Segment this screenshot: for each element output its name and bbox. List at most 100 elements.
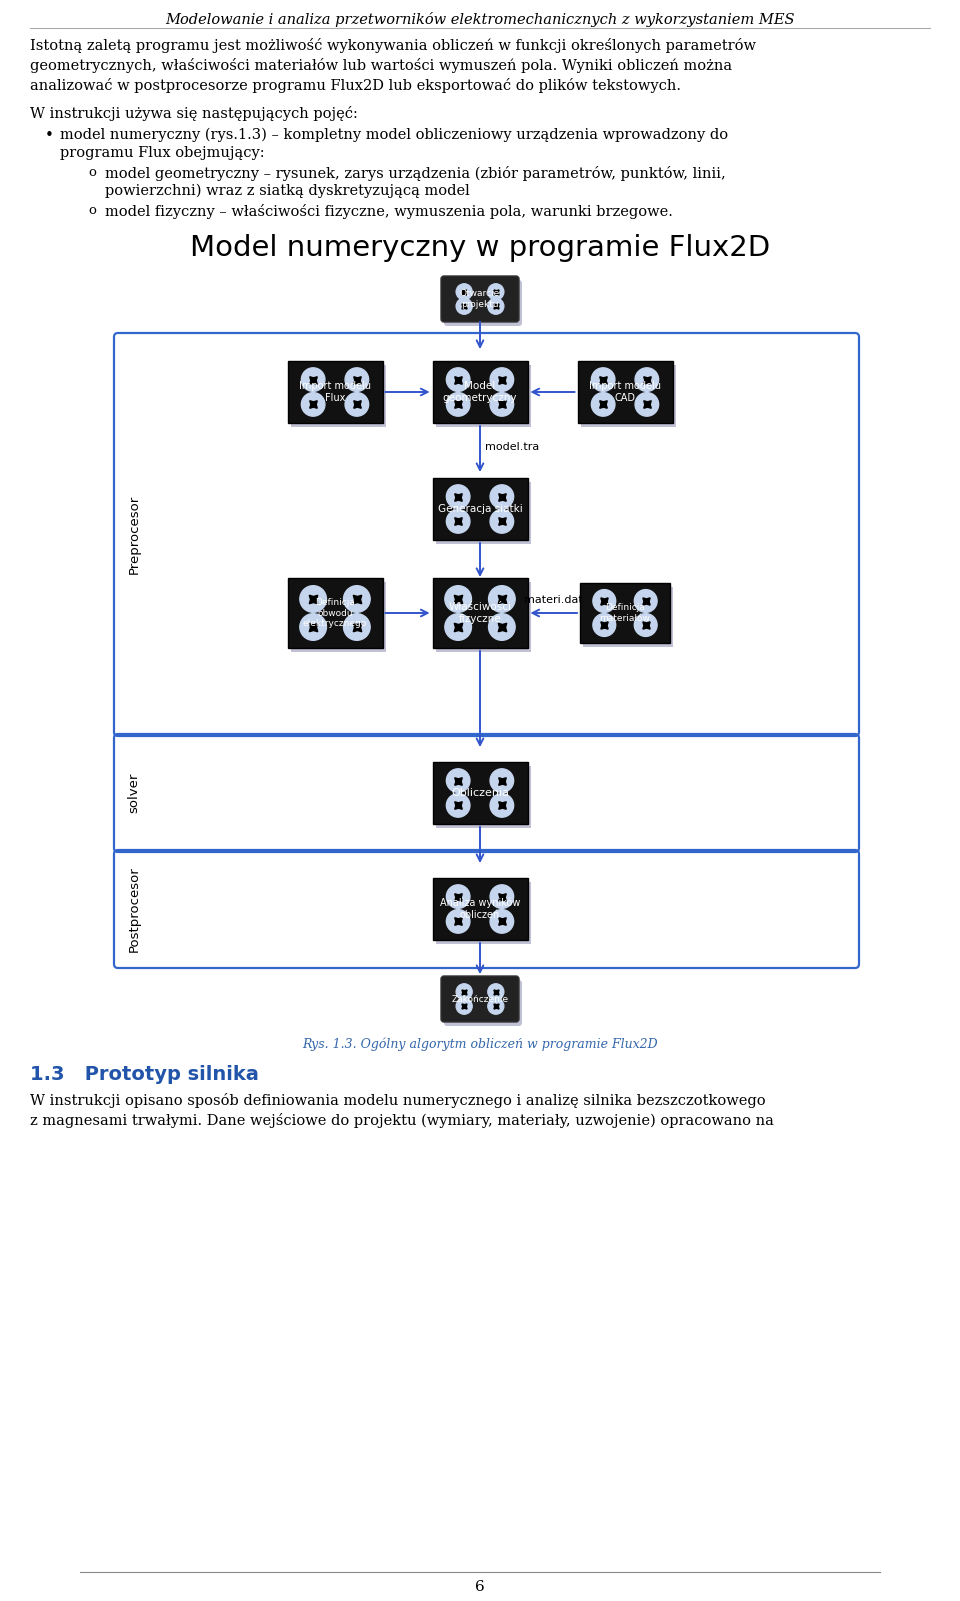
Text: Definicja
materiałów: Definicja materiałów xyxy=(600,604,651,623)
Text: Modelowanie i analiza przetworników elektromechanicznych z wykorzystaniem MES: Modelowanie i analiza przetworników elek… xyxy=(165,11,795,27)
FancyBboxPatch shape xyxy=(291,365,386,427)
Text: Definicja
obwodu
elektrycznego: Definicja obwodu elektrycznego xyxy=(302,599,367,628)
Circle shape xyxy=(300,613,326,640)
Circle shape xyxy=(490,509,514,533)
FancyBboxPatch shape xyxy=(287,578,382,648)
Circle shape xyxy=(489,586,516,612)
Text: o: o xyxy=(88,167,96,179)
Circle shape xyxy=(490,392,514,416)
Circle shape xyxy=(488,298,504,314)
Text: 6: 6 xyxy=(475,1580,485,1595)
FancyBboxPatch shape xyxy=(583,588,673,647)
Text: materi.dat: materi.dat xyxy=(524,596,583,605)
Circle shape xyxy=(456,997,472,1013)
Text: Rys. 1.3. Ogólny algorytm obliczeń w programie Flux2D: Rys. 1.3. Ogólny algorytm obliczeń w pro… xyxy=(302,1037,658,1050)
Circle shape xyxy=(593,613,615,637)
Circle shape xyxy=(301,392,324,416)
Circle shape xyxy=(636,368,659,391)
FancyBboxPatch shape xyxy=(436,882,531,945)
Circle shape xyxy=(444,613,471,640)
FancyBboxPatch shape xyxy=(436,765,531,828)
Circle shape xyxy=(344,613,371,640)
FancyBboxPatch shape xyxy=(581,365,676,427)
Text: Istotną zaletą programu jest możliwość wykonywania obliczeń w funkcji określonyc: Istotną zaletą programu jest możliwość w… xyxy=(30,38,756,53)
Text: solver: solver xyxy=(128,773,140,813)
Circle shape xyxy=(489,613,516,640)
Circle shape xyxy=(446,885,470,908)
Circle shape xyxy=(490,909,514,933)
Text: W instrukcji opisano sposób definiowania modelu numerycznego i analizę silnika b: W instrukcji opisano sposób definiowania… xyxy=(30,1093,766,1108)
Text: Postprocesor: Postprocesor xyxy=(128,866,140,953)
Circle shape xyxy=(456,283,472,299)
Text: Otwarcie
projektu: Otwarcie projektu xyxy=(460,290,500,309)
Circle shape xyxy=(444,586,471,612)
FancyBboxPatch shape xyxy=(580,583,670,644)
Text: Generacja siatki: Generacja siatki xyxy=(438,504,522,514)
Circle shape xyxy=(593,589,615,613)
Circle shape xyxy=(345,392,369,416)
Circle shape xyxy=(635,613,657,637)
Text: Model
geometryczny: Model geometryczny xyxy=(443,381,517,403)
FancyBboxPatch shape xyxy=(433,479,527,540)
Text: Model numeryczny w programie Flux2D: Model numeryczny w programie Flux2D xyxy=(190,234,770,263)
Text: model fizyczny – właściwości fizyczne, wymuszenia pola, warunki brzegowe.: model fizyczny – właściwości fizyczne, w… xyxy=(105,203,673,219)
Text: powierzchni) wraz z siatką dyskretyzującą model: powierzchni) wraz z siatką dyskretyzując… xyxy=(105,184,469,199)
FancyBboxPatch shape xyxy=(436,482,531,544)
Text: analizować w postprocesorze programu Flux2D lub eksportować do plików tekstowych: analizować w postprocesorze programu Flu… xyxy=(30,78,681,93)
Circle shape xyxy=(345,368,369,391)
Text: o: o xyxy=(88,203,96,218)
Circle shape xyxy=(446,392,470,416)
Circle shape xyxy=(300,586,326,612)
FancyBboxPatch shape xyxy=(578,360,673,423)
Circle shape xyxy=(446,794,470,817)
Text: geometrycznych, właściwości materiałów lub wartości wymuszeń pola. Wyniki oblicz: geometrycznych, właściwości materiałów l… xyxy=(30,58,732,74)
FancyBboxPatch shape xyxy=(287,360,382,423)
Text: Import modelu
Flux: Import modelu Flux xyxy=(299,381,371,403)
Text: •: • xyxy=(45,128,54,142)
Circle shape xyxy=(446,368,470,391)
Circle shape xyxy=(488,997,504,1013)
Text: Obliczenia: Obliczenia xyxy=(451,788,509,797)
Circle shape xyxy=(446,509,470,533)
Circle shape xyxy=(488,983,504,999)
FancyBboxPatch shape xyxy=(433,762,527,825)
Circle shape xyxy=(490,885,514,908)
Circle shape xyxy=(344,586,371,612)
FancyBboxPatch shape xyxy=(441,977,519,1021)
FancyBboxPatch shape xyxy=(444,280,522,327)
Circle shape xyxy=(456,983,472,999)
Text: model numeryczny (rys.1.3) – kompletny model obliczeniowy urządzenia wprowadzony: model numeryczny (rys.1.3) – kompletny m… xyxy=(60,128,728,142)
Text: Właściwości
fizyczne: Właściwości fizyczne xyxy=(448,602,512,624)
FancyBboxPatch shape xyxy=(433,360,527,423)
Circle shape xyxy=(490,368,514,391)
Text: W instrukcji używa się następujących pojęć:: W instrukcji używa się następujących poj… xyxy=(30,106,358,122)
Circle shape xyxy=(591,368,615,391)
Text: Analiza wyników
obliczeń: Analiza wyników obliczeń xyxy=(440,898,520,921)
Circle shape xyxy=(490,768,514,792)
Circle shape xyxy=(446,909,470,933)
FancyBboxPatch shape xyxy=(436,365,531,427)
Circle shape xyxy=(636,392,659,416)
Circle shape xyxy=(446,768,470,792)
FancyBboxPatch shape xyxy=(291,583,386,652)
Text: z magnesami trwałymi. Dane wejściowe do projektu (wymiary, materiały, uzwojenie): z magnesami trwałymi. Dane wejściowe do … xyxy=(30,1113,774,1129)
FancyBboxPatch shape xyxy=(433,877,527,940)
FancyBboxPatch shape xyxy=(436,583,531,652)
FancyBboxPatch shape xyxy=(444,980,522,1026)
FancyBboxPatch shape xyxy=(441,275,519,322)
Circle shape xyxy=(591,392,615,416)
Circle shape xyxy=(456,298,472,314)
Circle shape xyxy=(446,485,470,509)
Circle shape xyxy=(301,368,324,391)
Text: 1.3   Prototyp silnika: 1.3 Prototyp silnika xyxy=(30,1065,259,1084)
Text: Zakończenie: Zakończenie xyxy=(451,994,509,1004)
Circle shape xyxy=(490,794,514,817)
FancyBboxPatch shape xyxy=(433,578,527,648)
Circle shape xyxy=(635,589,657,613)
Circle shape xyxy=(488,283,504,299)
Text: Import modelu
CAD: Import modelu CAD xyxy=(589,381,661,403)
Text: Preprocesor: Preprocesor xyxy=(128,495,140,575)
Text: model.tra: model.tra xyxy=(485,442,540,451)
Circle shape xyxy=(490,485,514,509)
Text: programu Flux obejmujący:: programu Flux obejmujący: xyxy=(60,146,265,160)
